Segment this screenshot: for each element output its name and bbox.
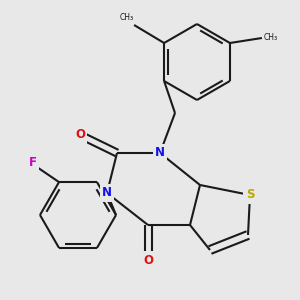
Text: N: N	[155, 146, 165, 160]
Text: CH₃: CH₃	[120, 13, 134, 22]
Text: O: O	[75, 128, 85, 142]
Text: F: F	[29, 156, 37, 169]
Text: O: O	[143, 254, 153, 266]
Text: CH₃: CH₃	[264, 34, 278, 43]
Text: N: N	[102, 187, 112, 200]
Text: S: S	[246, 188, 254, 202]
